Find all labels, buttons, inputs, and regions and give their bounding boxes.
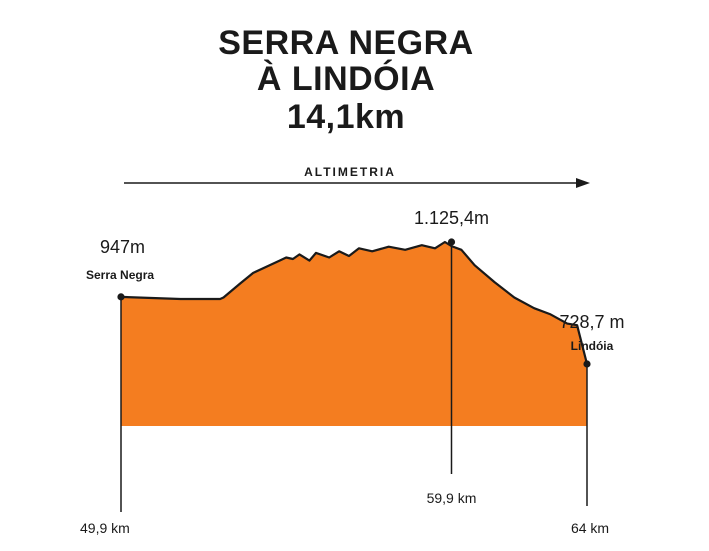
marker-place-label-0: Serra Negra bbox=[86, 268, 154, 282]
elevation-profile-line bbox=[120, 240, 589, 365]
title-line-3: 14,1km bbox=[286, 98, 406, 136]
markers: 947m Serra Negra 49,9 km 1.125,4m 59,9 km 728… bbox=[80, 208, 625, 536]
elevation-profile-area bbox=[121, 242, 587, 426]
direction-arrow-head bbox=[576, 178, 590, 188]
marker-km-label-2: 64 km bbox=[571, 520, 609, 536]
marker-dot-1 bbox=[447, 238, 456, 246]
marker-place-label-2: Lindóia bbox=[571, 339, 614, 353]
marker-km-label-1: 59,9 km bbox=[427, 490, 477, 506]
marker-elevation-label-0: 947m bbox=[100, 237, 145, 257]
title-line-2: À LINDÓIA bbox=[256, 60, 436, 98]
title-line-1: SERRA NEGRA bbox=[218, 24, 474, 62]
marker-elevation-label-2: 728,7 m bbox=[559, 312, 624, 332]
marker-km-label-0: 49,9 km bbox=[80, 520, 130, 536]
marker-dot-0 bbox=[117, 293, 125, 301]
marker-dot-2 bbox=[583, 360, 591, 368]
marker-elevation-label-1: 1.125,4m bbox=[414, 208, 489, 228]
section-label: ALTIMETRIA bbox=[304, 165, 396, 179]
